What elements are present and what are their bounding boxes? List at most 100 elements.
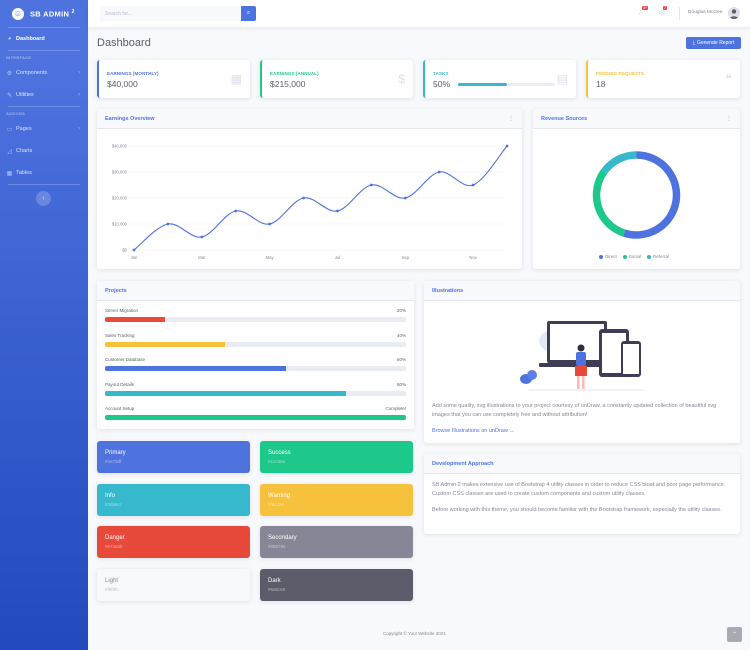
scroll-to-top-button[interactable]: ⌃: [727, 627, 742, 642]
table-icon: ▦: [6, 170, 13, 177]
sidebar-item-utilities[interactable]: ✎ Utilities ›: [0, 84, 88, 106]
card-header: Projects: [97, 281, 414, 301]
topbar: ⌕ ♫ 3+ ✉ 7 Douglas McGee: [88, 0, 750, 27]
chevron-right-icon: ›: [78, 92, 80, 98]
project-progress-fill: [105, 342, 226, 347]
project-progress-bar: [105, 391, 406, 396]
data-point: [200, 235, 204, 239]
project-status: 80%: [396, 382, 406, 387]
donut-slice-direct: [622, 151, 681, 239]
data-point: [166, 222, 170, 226]
topbar-divider: [679, 7, 680, 20]
card-title: Revenue Sources: [541, 115, 588, 122]
stat-card-tasks: TASKS 50% ▤: [423, 60, 576, 98]
color-name: Light: [105, 578, 119, 584]
angle-up-icon: ⌃: [731, 632, 738, 638]
sidebar-item-components[interactable]: ⚙ Components ›: [0, 62, 88, 84]
stat-label: PENDING REQUESTS: [596, 71, 645, 76]
sidebar-heading-addons: ADDONS: [6, 111, 26, 116]
color-name: Secondary: [268, 535, 297, 541]
undraw-illustration: [520, 321, 644, 391]
data-point: [234, 209, 238, 213]
color-card-primary: Primary #4e73df: [97, 441, 250, 473]
color-name: Dark: [268, 578, 281, 584]
color-card-secondary: Secondary #858796: [260, 526, 413, 558]
footer-copyright: Copyright © Your Website 2021: [383, 631, 446, 636]
y-tick-label: $20,000: [112, 196, 128, 201]
bell-icon: ♫: [638, 9, 644, 16]
brand-name: SB ADMIN 2: [30, 8, 75, 19]
topbar-search: ⌕: [100, 6, 256, 21]
stat-value: $215,000: [270, 79, 306, 89]
project-status: 20%: [396, 308, 406, 313]
project-progress-bar: [105, 342, 406, 347]
y-tick-label: $30,000: [112, 170, 128, 175]
browse-illustrations-link[interactable]: Browse Illustrations on unDraw →: [432, 428, 515, 434]
revenue-sources-card: Revenue Sources ⋮: [533, 109, 740, 269]
dots-vertical-icon[interactable]: ⋮: [726, 116, 732, 122]
color-card-info: Info #36b9cc: [97, 484, 250, 516]
tasks-progress-bar: [458, 83, 555, 86]
illustrations-card: Illustrations Add some quality, svg illu…: [424, 281, 740, 443]
envelope-icon: ✉: [659, 10, 665, 17]
earnings-line: [133, 145, 508, 251]
stat-value: $40,000: [107, 79, 138, 89]
y-tick-label: $40,000: [112, 144, 128, 149]
sidebar-item-dashboard[interactable]: ◕ Dashboard: [0, 28, 88, 50]
avatar[interactable]: [728, 7, 740, 19]
project-progress-bar: [105, 366, 406, 371]
project-status: 40%: [396, 333, 406, 338]
project-progress-bar: [105, 317, 406, 322]
wrench-icon: ✎: [6, 92, 13, 99]
color-card-danger: Danger #e74a3b: [97, 526, 250, 558]
project-row-customer-database: Customer Database 60%: [105, 357, 406, 371]
card-title: Development Approach: [432, 460, 494, 467]
sidebar-item-pages[interactable]: ▭ Pages ›: [0, 118, 88, 140]
page-title: Dashboard: [97, 37, 151, 49]
stat-label: EARNINGS (ANNUAL): [270, 71, 319, 76]
color-hex: #f6c23e: [268, 502, 285, 507]
search-input[interactable]: [100, 6, 241, 21]
dots-vertical-icon[interactable]: ⋮: [508, 116, 514, 122]
card-header: Earnings Overview ⋮: [97, 109, 522, 129]
color-card-warning: Warning #f6c23e: [260, 484, 413, 516]
data-point: [132, 248, 136, 252]
user-name[interactable]: Douglas McGee: [688, 10, 723, 15]
x-tick-label: Jul: [335, 255, 340, 260]
y-tick-label: $0: [122, 248, 127, 253]
generate-report-button[interactable]: ⤓ Generate Report: [686, 37, 741, 49]
x-tick-label: May: [266, 255, 275, 260]
chart-area-icon: ◿: [7, 148, 12, 155]
data-point: [369, 183, 373, 187]
sidebar-divider: [8, 184, 80, 185]
project-progress-fill: [105, 317, 166, 322]
project-name: Account Setup: [105, 406, 135, 411]
data-point: [336, 209, 339, 213]
earnings-line-chart: $0 $10,000 $20,000 $30,000 $40,000 Jan Mar May J…: [112, 144, 509, 260]
sidebar-item-label: Charts: [16, 148, 33, 154]
dollar-icon: $: [398, 72, 405, 86]
sidebar-item-charts[interactable]: ◿ Charts: [0, 140, 88, 162]
messages-button[interactable]: ✉ 7: [659, 6, 667, 17]
sidebar: ☺ SB ADMIN 2 ◕ Dashboard INTERFACE ⚙ Com…: [0, 0, 88, 650]
search-icon: ⌕: [246, 10, 251, 16]
search-button[interactable]: ⌕: [241, 6, 256, 21]
development-approach-card: Development Approach SB Admin 2 makes ex…: [424, 454, 740, 534]
alerts-button[interactable]: ♫ 3+: [638, 6, 648, 16]
x-tick-label: Nov: [469, 255, 477, 260]
sidebar-item-label: Utilities: [16, 92, 34, 98]
stat-label: EARNINGS (MONTHLY): [107, 71, 159, 76]
folder-icon: ▭: [6, 126, 13, 133]
card-title: Illustrations: [432, 287, 464, 294]
stat-card-earnings-monthly: EARNINGS (MONTHLY) $40,000 ▦: [97, 60, 250, 98]
color-card-light: Light #f8f9fc: [97, 569, 250, 601]
tasks-progress-fill: [458, 83, 507, 86]
sidebar-toggle-button[interactable]: ‹: [36, 191, 51, 206]
sidebar-item-tables[interactable]: ▦ Tables: [0, 162, 88, 184]
donut-slice-referral: [601, 151, 637, 174]
color-hex: #858796: [268, 544, 286, 549]
x-tick-label: Sep: [402, 255, 410, 260]
clipboard-icon: ▤: [556, 72, 568, 86]
project-row-server-migration: Server Migration 20%: [105, 308, 406, 322]
sidebar-brand[interactable]: ☺ SB ADMIN 2: [0, 0, 88, 27]
